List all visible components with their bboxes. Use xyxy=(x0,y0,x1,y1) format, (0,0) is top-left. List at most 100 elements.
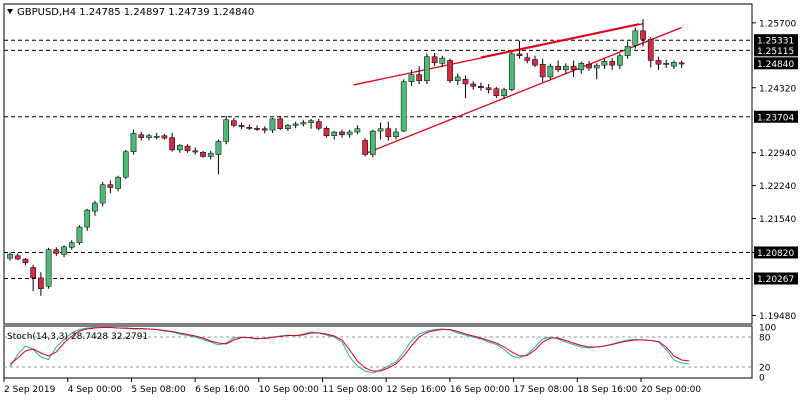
bull-candle-body xyxy=(130,133,137,153)
bear-candle-body xyxy=(184,145,191,152)
bull-candle-body xyxy=(377,128,384,132)
bull-candle-body xyxy=(285,125,291,129)
time-tick-label: 12 Sep 16:00 xyxy=(386,385,446,395)
time-tick-label: 18 Sep 16:00 xyxy=(577,385,637,395)
bull-candle-body xyxy=(346,131,353,135)
bull-candle-body xyxy=(269,118,276,131)
bear-candle-body xyxy=(14,255,21,260)
bear-candle-body xyxy=(478,86,484,89)
bull-candle-body xyxy=(153,135,160,138)
bull-candle-body xyxy=(501,89,507,97)
time-tick-label: 17 Sep 08:00 xyxy=(514,385,574,395)
level-price-badge xyxy=(754,246,798,259)
bull-candle-body xyxy=(92,202,98,212)
bear-candle-body xyxy=(416,74,423,81)
stoch-tick-label: 0 xyxy=(759,374,765,384)
stoch-tick-label: 100 xyxy=(759,324,776,334)
symbol-dropdown-icon[interactable] xyxy=(7,9,13,14)
bull-candle-body xyxy=(146,135,152,138)
bear-candle-body xyxy=(678,62,685,65)
bull-candle-body xyxy=(632,30,639,46)
bull-candle-body xyxy=(454,76,461,81)
time-tick-label: 6 Sep 16:00 xyxy=(195,385,250,395)
bear-candle-body xyxy=(655,60,662,65)
bear-candle-body xyxy=(431,56,438,64)
level-price-label: 1.20820 xyxy=(757,249,794,259)
chart-title: GBPUSD,H4 1.24785 1.24897 1.24739 1.2484… xyxy=(17,7,254,18)
time-axis: 2 Sep 2019 4 Sep 00:00 5 Sep 08:00 6 Sep 16… xyxy=(3,378,701,395)
time-tick-label: 11 Sep 08:00 xyxy=(323,385,383,395)
bear-candle-body xyxy=(640,30,646,40)
bull-candle-body xyxy=(68,242,75,248)
bull-candle-body xyxy=(76,226,83,243)
bull-candle-body xyxy=(45,249,52,287)
bull-candle-body xyxy=(84,209,91,228)
stoch-tick-label: 80 xyxy=(759,334,771,344)
candles xyxy=(7,19,685,296)
bear-candle-body xyxy=(609,61,616,66)
level-price-badge xyxy=(754,272,798,285)
level-price-label: 1.25115 xyxy=(757,47,794,57)
bull-candle-body xyxy=(663,63,670,65)
current-price-label: 1.24840 xyxy=(757,60,794,70)
price-tick-label: 1.25700 xyxy=(759,19,796,29)
bear-candle-body xyxy=(362,140,368,155)
bear-candle-body xyxy=(493,88,500,97)
bear-candle-body xyxy=(447,60,453,81)
bear-candle-body xyxy=(192,150,199,153)
bull-candle-body xyxy=(400,81,407,132)
bull-candle-body xyxy=(308,120,314,123)
bull-candle-body xyxy=(354,128,361,133)
bear-candle-body xyxy=(485,87,492,90)
bull-candle-body xyxy=(593,64,600,69)
bear-candle-body xyxy=(238,125,245,127)
stoch-signal-line xyxy=(9,327,690,372)
bull-candle-body xyxy=(292,123,299,126)
bull-candle-body xyxy=(99,184,106,204)
price-tick-label: 1.22940 xyxy=(759,149,796,159)
level-price-label: 1.20267 xyxy=(757,275,794,285)
bull-candle-body xyxy=(624,46,631,57)
bull-candle-body xyxy=(562,65,569,71)
bear-candle-body xyxy=(586,63,592,69)
bear-candle-body xyxy=(339,131,345,136)
bear-candle-body xyxy=(555,65,561,71)
level-price-label: 1.23704 xyxy=(757,113,794,123)
bull-candle-body xyxy=(61,246,67,255)
level-price-badge xyxy=(754,110,798,123)
bull-candle-body xyxy=(176,144,183,151)
bull-candle-body xyxy=(300,122,307,125)
bear-candle-body xyxy=(470,83,477,87)
stoch-tick-label: 20 xyxy=(759,364,771,374)
bull-candle-body xyxy=(601,61,608,66)
bull-candle-body xyxy=(122,151,129,178)
trendline xyxy=(480,23,640,58)
bear-candle-body xyxy=(22,258,29,264)
bear-candle-body xyxy=(107,184,114,188)
time-tick-label: 4 Sep 00:00 xyxy=(68,385,123,395)
bull-candle-body xyxy=(207,152,214,157)
price-panel-frame xyxy=(3,3,753,325)
bear-candle-body xyxy=(53,249,60,254)
price-tick-label: 1.21540 xyxy=(759,215,796,225)
bear-candle-body xyxy=(231,120,237,126)
bull-candle-body xyxy=(115,176,121,189)
bear-candle-body xyxy=(385,128,392,137)
trendline xyxy=(353,23,644,86)
bear-candle-body xyxy=(516,53,523,57)
bull-candle-body xyxy=(331,131,338,137)
price-tick-label: 1.19480 xyxy=(759,312,796,322)
bear-candle-body xyxy=(254,127,260,130)
bull-candle-body xyxy=(7,254,13,259)
bull-candle-body xyxy=(578,63,585,71)
bull-candle-body xyxy=(424,56,430,81)
bull-candle-body xyxy=(671,62,677,67)
bear-candle-body xyxy=(200,151,206,157)
bull-candle-body xyxy=(408,74,415,82)
bear-candle-body xyxy=(161,135,168,139)
bear-candle-body xyxy=(169,137,175,151)
level-price-badge xyxy=(754,34,798,47)
bear-candle-body xyxy=(138,134,145,138)
stoch-panel-frame xyxy=(3,325,753,379)
